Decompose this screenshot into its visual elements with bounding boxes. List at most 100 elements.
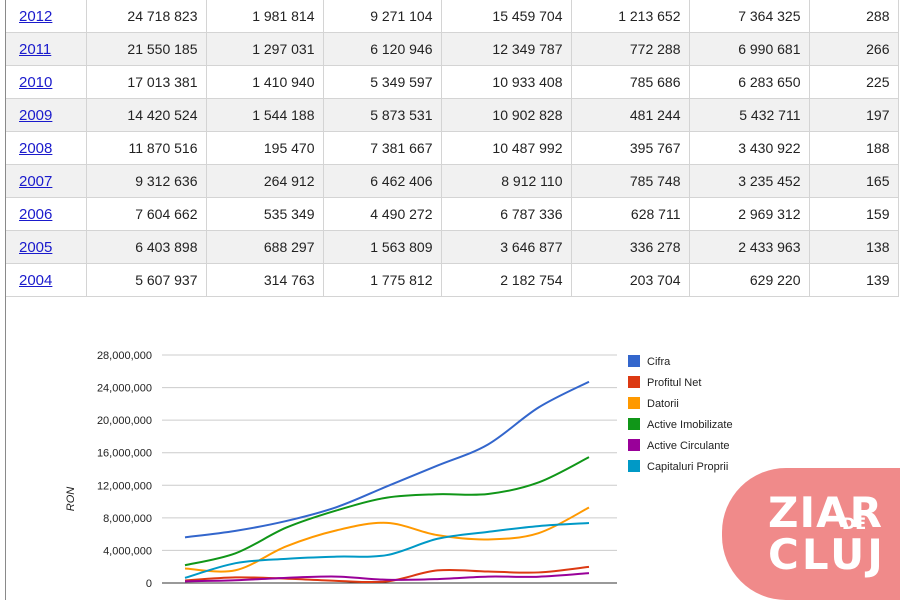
left-frame-border	[5, 0, 6, 600]
value-cell: 6 283 650	[689, 65, 810, 99]
year-link[interactable]: 2010	[19, 73, 53, 91]
value-cell: 336 278	[571, 230, 690, 264]
table-row: 2009 14 420 524 1 544 188 5 873 531 10 902 8…	[6, 98, 899, 132]
y-tick-label: 16,000,000	[97, 448, 152, 460]
year-cell: 2010	[6, 65, 87, 99]
value-cell: 203 704	[571, 263, 690, 297]
y-tick-label: 20,000,000	[97, 415, 152, 427]
value-cell: 9 312 636	[86, 164, 207, 198]
series-line-active-circulante	[184, 572, 590, 583]
legend-swatch	[628, 418, 640, 430]
table-row: 2006 7 604 662 535 349 4 490 272 6 787 336 62…	[6, 197, 899, 231]
value-cell: 785 686	[571, 65, 690, 99]
value-cell: 481 244	[571, 98, 690, 132]
legend-swatch	[628, 460, 640, 472]
value-cell: 139	[809, 263, 899, 297]
value-cell: 1 544 188	[206, 98, 324, 132]
ziar-de-cluj-logo: ZIAR DE CLUJ	[722, 468, 900, 600]
legend-label: Active Imobilizate	[647, 419, 733, 431]
logo-text-ziar: ZIAR	[768, 488, 883, 537]
value-cell: 1 297 031	[206, 32, 324, 66]
table-row: 2004 5 607 937 314 763 1 775 812 2 182 754 20…	[6, 263, 899, 297]
year-link[interactable]: 2004	[19, 271, 53, 289]
value-cell: 6 462 406	[323, 164, 442, 198]
value-cell: 5 873 531	[323, 98, 442, 132]
value-cell: 165	[809, 164, 899, 198]
value-cell: 15 459 704	[441, 0, 572, 33]
y-tick-label: 12,000,000	[97, 480, 152, 492]
value-cell: 535 349	[206, 197, 324, 231]
y-axis-label: RON	[65, 487, 77, 512]
value-cell: 2 182 754	[441, 263, 572, 297]
year-link[interactable]: 2011	[19, 40, 52, 58]
value-cell: 1 213 652	[571, 0, 690, 33]
series-line-capitaluri-proprii	[184, 522, 590, 579]
year-cell: 2007	[6, 164, 87, 198]
value-cell: 10 933 408	[441, 65, 572, 99]
value-cell: 629 220	[689, 263, 810, 297]
year-link[interactable]: 2005	[19, 238, 53, 256]
financial-line-chart: 0 4,000,000 8,000,000 12,000,000 16,000,000 2…	[65, 350, 733, 590]
series-line-profitul-net	[184, 565, 590, 584]
value-cell: 10 487 992	[441, 131, 572, 165]
y-tick-label: 24,000,000	[97, 383, 152, 395]
value-cell: 1 410 940	[206, 65, 324, 99]
year-link[interactable]: 2008	[19, 139, 53, 157]
year-cell: 2004	[6, 263, 87, 297]
value-cell: 2 433 963	[689, 230, 810, 264]
financial-table-body: 2012 24 718 823 1 981 814 9 271 104 15 459 7…	[6, 0, 899, 297]
value-cell: 4 490 272	[323, 197, 442, 231]
value-cell: 5 349 597	[323, 65, 442, 99]
table-row: 2010 17 013 381 1 410 940 5 349 597 10 933 4…	[6, 65, 899, 99]
year-cell: 2009	[6, 98, 87, 132]
value-cell: 188	[809, 131, 899, 165]
y-tick-label: 28,000,000	[97, 350, 152, 362]
table-row: 2007 9 312 636 264 912 6 462 406 8 912 110 78…	[6, 164, 899, 198]
year-link[interactable]: 2006	[19, 205, 53, 223]
y-tick-label: 4,000,000	[103, 545, 152, 557]
value-cell: 10 902 828	[441, 98, 572, 132]
legend-label: Datorii	[647, 398, 679, 410]
value-cell: 2 969 312	[689, 197, 810, 231]
value-cell: 138	[809, 230, 899, 264]
value-cell: 5 607 937	[86, 263, 207, 297]
legend-label: Active Circulante	[647, 440, 730, 452]
year-cell: 2012	[6, 0, 87, 33]
year-cell: 2008	[6, 131, 87, 165]
value-cell: 3 646 877	[441, 230, 572, 264]
value-cell: 628 711	[571, 197, 690, 231]
value-cell: 6 990 681	[689, 32, 810, 66]
value-cell: 6 120 946	[323, 32, 442, 66]
value-cell: 772 288	[571, 32, 690, 66]
year-cell: 2006	[6, 197, 87, 231]
table-row: 2012 24 718 823 1 981 814 9 271 104 15 459 7…	[6, 0, 899, 33]
value-cell: 3 430 922	[689, 131, 810, 165]
value-cell: 14 420 524	[86, 98, 207, 132]
value-cell: 159	[809, 197, 899, 231]
year-link[interactable]: 2007	[19, 172, 53, 190]
value-cell: 7 381 667	[323, 131, 442, 165]
value-cell: 5 432 711	[689, 98, 810, 132]
value-cell: 1 563 809	[323, 230, 442, 264]
value-cell: 9 271 104	[323, 0, 442, 33]
value-cell: 7 364 325	[689, 0, 810, 33]
year-link[interactable]: 2012	[19, 7, 53, 25]
value-cell: 7 604 662	[86, 197, 207, 231]
value-cell: 1 981 814	[206, 0, 324, 33]
value-cell: 17 013 381	[86, 65, 207, 99]
value-cell: 314 763	[206, 263, 324, 297]
series-line-active-imobilizate	[184, 456, 590, 567]
value-cell: 6 787 336	[441, 197, 572, 231]
value-cell: 288	[809, 0, 899, 33]
table-row: 2005 6 403 898 688 297 1 563 809 3 646 877 33…	[6, 230, 899, 264]
value-cell: 785 748	[571, 164, 690, 198]
value-cell: 11 870 516	[86, 131, 207, 165]
year-link[interactable]: 2009	[19, 106, 53, 124]
series-line-datorii	[184, 506, 590, 573]
value-cell: 1 775 812	[323, 263, 442, 297]
year-cell: 2011	[6, 32, 87, 66]
legend-label: Capitaluri Proprii	[647, 461, 728, 473]
value-cell: 225	[809, 65, 899, 99]
value-cell: 197	[809, 98, 899, 132]
series-line-cifra	[184, 380, 590, 539]
